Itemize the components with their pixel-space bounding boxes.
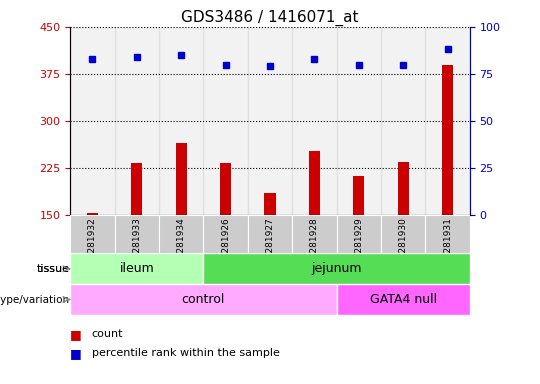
- Bar: [114, 215, 159, 253]
- Bar: [381, 215, 426, 253]
- Text: GSM281929: GSM281929: [354, 217, 363, 272]
- Bar: [265, 193, 275, 215]
- Bar: [220, 163, 231, 215]
- Bar: [70, 27, 114, 215]
- Text: control: control: [182, 293, 225, 306]
- Bar: [248, 27, 292, 215]
- Text: tissue: tissue: [36, 264, 69, 274]
- Text: jejunum: jejunum: [312, 262, 362, 275]
- Bar: [70, 284, 336, 315]
- Bar: [114, 27, 159, 215]
- Bar: [353, 176, 365, 215]
- Text: GSM281934: GSM281934: [177, 217, 186, 272]
- Bar: [131, 163, 143, 215]
- Bar: [336, 284, 470, 315]
- Bar: [204, 253, 470, 284]
- Title: GDS3486 / 1416071_at: GDS3486 / 1416071_at: [181, 9, 359, 25]
- Text: GSM281927: GSM281927: [266, 217, 274, 272]
- Bar: [248, 215, 292, 253]
- Text: ileum: ileum: [119, 262, 154, 275]
- Bar: [426, 27, 470, 215]
- Bar: [70, 253, 204, 284]
- Text: GSM281930: GSM281930: [399, 217, 408, 272]
- Bar: [87, 213, 98, 215]
- Bar: [159, 27, 204, 215]
- Bar: [176, 143, 187, 215]
- Text: GSM281931: GSM281931: [443, 217, 452, 272]
- Text: GSM281928: GSM281928: [310, 217, 319, 272]
- Text: GSM281926: GSM281926: [221, 217, 230, 272]
- Bar: [397, 162, 409, 215]
- Bar: [426, 215, 470, 253]
- Text: ■: ■: [70, 328, 82, 341]
- Bar: [292, 27, 336, 215]
- Bar: [442, 65, 453, 215]
- Bar: [204, 215, 248, 253]
- Bar: [159, 215, 204, 253]
- Bar: [292, 215, 336, 253]
- Text: ■: ■: [70, 347, 82, 360]
- Bar: [381, 27, 426, 215]
- Text: tissue: tissue: [37, 264, 70, 274]
- Bar: [70, 215, 114, 253]
- Bar: [309, 151, 320, 215]
- Bar: [204, 27, 248, 215]
- Bar: [336, 215, 381, 253]
- Text: percentile rank within the sample: percentile rank within the sample: [92, 348, 280, 358]
- Bar: [336, 27, 381, 215]
- Text: count: count: [92, 329, 123, 339]
- Text: GATA4 null: GATA4 null: [370, 293, 437, 306]
- Text: GSM281932: GSM281932: [88, 217, 97, 272]
- Text: genotype/variation: genotype/variation: [0, 295, 69, 305]
- Text: GSM281933: GSM281933: [132, 217, 141, 272]
